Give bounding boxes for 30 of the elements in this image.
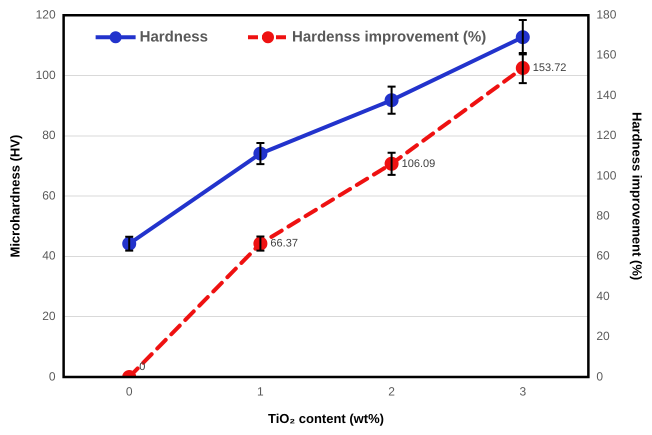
y2-tick-label: 20 <box>596 329 610 344</box>
x-tick-label: 3 <box>519 384 526 399</box>
y-tick-label: 80 <box>42 128 56 142</box>
y2-tick-label: 180 <box>596 8 617 22</box>
y2-axis-title: Hardness improvement (%) <box>630 112 645 280</box>
y-tick-label: 0 <box>48 369 56 384</box>
x-tick-label: 2 <box>388 384 396 399</box>
y2-tick-label: 60 <box>596 248 610 263</box>
y-tick-label: 20 <box>42 309 56 324</box>
x-tick-label: 1 <box>257 384 264 399</box>
y-tick-label: 120 <box>36 8 56 22</box>
legend-label: Hardness <box>140 28 208 46</box>
y-tick-label: 40 <box>42 248 56 263</box>
y2-tick-label: 40 <box>596 288 610 303</box>
data-label: 153.72 <box>532 62 566 74</box>
data-label: 106.09 <box>402 158 436 170</box>
y-tick-label: 100 <box>36 68 56 82</box>
data-label: 0 <box>139 361 146 374</box>
y2-tick-label: 160 <box>596 48 617 62</box>
data-label: 66.37 <box>270 238 298 250</box>
y-tick-label: 60 <box>42 188 56 202</box>
x-tick-label: 0 <box>126 384 133 399</box>
y2-tick-label: 120 <box>596 128 617 142</box>
y2-tick-label: 80 <box>596 208 610 223</box>
x-axis-title: TiO₂ content (wt%) <box>268 410 384 426</box>
y2-tick-label: 140 <box>596 88 617 102</box>
y2-tick-label: 100 <box>596 168 617 182</box>
legend-label: Hardenss improvement (%) <box>292 28 486 46</box>
y2-tick-label: 0 <box>596 369 604 384</box>
y-axis-title: Microhardness (HV) <box>7 134 22 258</box>
